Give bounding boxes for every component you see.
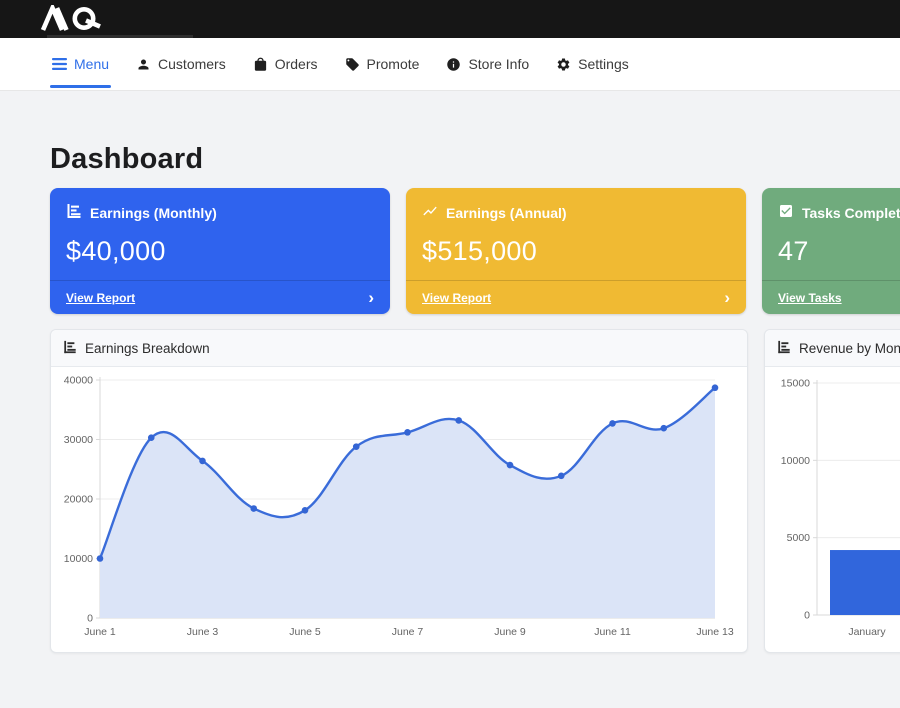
info-icon (446, 57, 461, 72)
earnings-breakdown-header: Earnings Breakdown (51, 330, 747, 367)
svg-text:June 1: June 1 (84, 626, 116, 638)
nav-label: Menu (74, 56, 110, 72)
active-tab-underline (50, 85, 112, 88)
nav-item-settings[interactable]: Settings (556, 38, 629, 90)
stat-card-title: Tasks Completed (802, 204, 900, 221)
nav-label: Orders (274, 56, 318, 72)
bar-chart-icon (66, 203, 82, 222)
nav-item-customers[interactable]: Customers (136, 38, 226, 90)
svg-text:June 11: June 11 (594, 626, 631, 638)
revenue-by-month-header: Revenue by Month (765, 330, 900, 367)
shopping-bag-icon (253, 57, 268, 72)
stat-card-value: 47 (778, 236, 809, 266)
chart-title: Revenue by Month (799, 340, 900, 356)
svg-text:June 5: June 5 (289, 626, 321, 638)
svg-text:5000: 5000 (787, 532, 811, 544)
view-report-link[interactable]: View Report › (406, 280, 746, 314)
nav-label: Settings (578, 56, 629, 72)
stat-card-value: $40,000 (66, 236, 166, 266)
stat-card-title: Earnings (Annual) (446, 204, 567, 221)
earnings-breakdown-card: Earnings Breakdown 0 10000 20000 30000 40000… (50, 329, 748, 653)
svg-text:June 13: June 13 (696, 626, 734, 638)
svg-text:January: January (848, 626, 886, 638)
nav-label: Promote (366, 56, 420, 72)
nav-item-promote[interactable]: Promote (345, 38, 420, 90)
svg-text:June 3: June 3 (187, 626, 219, 638)
view-report-link[interactable]: View Report › (50, 280, 390, 314)
stat-card-tasks-completed: Tasks Completed 47 View Tasks › (762, 188, 900, 314)
svg-text:30000: 30000 (64, 434, 93, 446)
stat-card-title: Earnings (Monthly) (90, 204, 217, 221)
revenue-by-month-chart: 0 5000 10000 15000 January (781, 378, 900, 638)
svg-text:June 7: June 7 (392, 626, 424, 638)
nav-label: Store Info (468, 56, 530, 72)
svg-text:40000: 40000 (64, 375, 93, 387)
person-icon (136, 57, 151, 72)
stat-cards-row: Earnings (Monthly) $40,000 View Report ›… (50, 188, 900, 314)
chart-title: Earnings Breakdown (85, 340, 210, 356)
logo-underline (47, 35, 193, 38)
nav-label: Customers (158, 56, 226, 72)
svg-text:20000: 20000 (64, 494, 93, 506)
bar-chart-icon (777, 340, 791, 357)
view-report-label: View Report (66, 290, 136, 305)
topbar (0, 0, 900, 38)
chevron-right-icon: › (368, 288, 374, 307)
nav-item-store-info[interactable]: Store Info (446, 38, 529, 90)
nav-item-menu[interactable]: Menu (50, 38, 112, 90)
svg-text:10000: 10000 (781, 455, 810, 467)
tag-icon (345, 57, 360, 72)
stat-card-earnings-monthly: Earnings (Monthly) $40,000 View Report › (50, 188, 390, 314)
view-report-label: View Report (422, 290, 492, 305)
line-chart-icon (422, 203, 438, 222)
brand-logo[interactable] (40, 2, 106, 37)
view-tasks-link[interactable]: View Tasks › (762, 280, 900, 314)
dashboard-page: Dashboard Earnings (Monthly) $40,000 Vie… (0, 143, 900, 653)
svg-text:0: 0 (804, 610, 810, 622)
view-tasks-label: View Tasks (778, 290, 842, 305)
hamburger-icon (52, 58, 67, 70)
revenue-by-month-card: Revenue by Month 0 5000 10000 15000 January (764, 329, 900, 653)
stat-card-value: $515,000 (422, 236, 538, 266)
chevron-right-icon: › (724, 288, 730, 307)
svg-text:10000: 10000 (64, 553, 93, 565)
aq-logo-icon (40, 2, 101, 31)
stat-card-earnings-annual: Earnings (Annual) $515,000 View Report › (406, 188, 746, 314)
bar-chart-icon (63, 340, 77, 357)
svg-text:0: 0 (87, 613, 93, 625)
page-title: Dashboard (50, 143, 204, 175)
nav-item-orders[interactable]: Orders (253, 38, 318, 90)
gear-icon (556, 57, 571, 72)
main-nav: Menu Customers Orders Promote Store I (0, 38, 900, 91)
svg-text:15000: 15000 (781, 378, 810, 390)
check-square-icon (778, 203, 794, 222)
svg-text:June 9: June 9 (494, 626, 526, 638)
earnings-breakdown-chart: 0 10000 20000 30000 40000 June 1 June 3 June 5 J… (64, 375, 734, 638)
charts-row: Earnings Breakdown 0 10000 20000 30000 40000… (50, 329, 900, 653)
